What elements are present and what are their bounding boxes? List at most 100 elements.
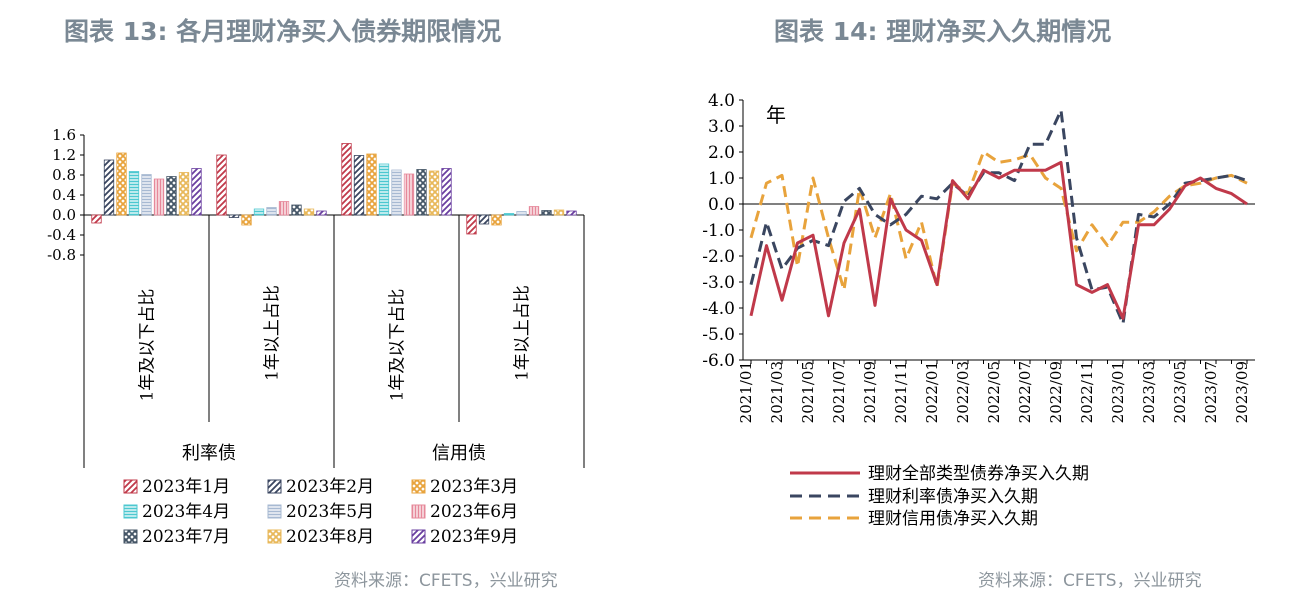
bar — [166, 176, 177, 216]
category-label: 1年以上占比 — [513, 285, 533, 381]
legend-label: 2023年5月 — [286, 502, 374, 522]
bar — [191, 168, 202, 216]
y-tick-label: 3.0 — [708, 117, 735, 137]
bar — [303, 208, 315, 216]
x-tick-label: 2022/05 — [985, 361, 1003, 423]
bar — [278, 201, 290, 216]
x-tick-label: 2021/05 — [799, 361, 817, 423]
y-tick-label: 2.0 — [708, 143, 735, 163]
bar — [128, 171, 140, 216]
y-tick-label: -1.0 — [702, 221, 735, 241]
bar — [441, 168, 452, 216]
y-tick-label: -4.0 — [702, 299, 735, 319]
legend-label: 2023年8月 — [286, 527, 374, 547]
series-line — [749, 150, 1248, 292]
x-tick-label: 2022/11 — [1078, 361, 1096, 423]
bar — [366, 153, 377, 216]
bar — [353, 155, 365, 216]
bar — [553, 209, 565, 216]
legend-label: 2023年6月 — [430, 502, 518, 522]
bar — [528, 206, 540, 216]
bar — [116, 152, 127, 216]
x-tick-label: 2021/11 — [892, 361, 910, 423]
y-tick-label: 0.0 — [52, 206, 76, 224]
bar — [266, 207, 277, 216]
legend-label: 2023年1月 — [142, 477, 230, 497]
legend-label: 2023年3月 — [430, 477, 518, 497]
x-tick-label: 2022/03 — [954, 361, 972, 423]
x-tick-label: 2021/01 — [737, 361, 755, 423]
category-label: 1年及以下占比 — [388, 289, 408, 402]
bar — [491, 214, 502, 226]
x-tick-label: 2022/01 — [923, 361, 941, 423]
left-chart-title: 图表 13: 各月理财净买入债券期限情况 — [64, 17, 502, 46]
bar — [91, 214, 102, 224]
bar — [153, 178, 165, 216]
bar — [428, 170, 440, 216]
legend-swatch — [123, 504, 138, 519]
legend-label: 理财信用债净买入久期 — [868, 509, 1038, 529]
bar — [403, 173, 415, 216]
x-tick-label: 2021/07 — [830, 361, 848, 423]
legend-swatch — [267, 504, 282, 519]
x-tick-label: 2023/03 — [1140, 361, 1158, 423]
category-label: 1年及以下占比 — [138, 289, 158, 402]
bar — [103, 159, 115, 216]
bar — [253, 208, 265, 216]
right-chart-title: 图表 14: 理财净买入久期情况 — [774, 17, 1112, 46]
legend-swatch — [267, 529, 282, 544]
bar — [416, 169, 427, 216]
x-tick-label: 2022/09 — [1047, 361, 1065, 423]
bar — [516, 211, 527, 216]
series-line — [749, 160, 1248, 320]
x-tick-label: 2021/09 — [861, 361, 879, 423]
bar — [291, 204, 302, 216]
bar — [478, 214, 490, 225]
x-tick-label: 2023/07 — [1202, 361, 1220, 423]
bar — [228, 214, 240, 218]
right-source-note: 资料来源：CFETS，兴业研究 — [978, 571, 1202, 591]
bar — [178, 172, 190, 216]
legend-swatch — [267, 479, 282, 494]
bar — [503, 213, 515, 216]
y-tick-label: 1.6 — [52, 126, 76, 144]
x-tick-label: 2021/03 — [768, 361, 786, 423]
bar — [566, 210, 577, 216]
legend-label: 2023年9月 — [430, 527, 518, 547]
y-tick-label: -5.0 — [702, 325, 735, 345]
legend-swatch — [411, 529, 426, 544]
bar — [466, 214, 477, 235]
legend-swatch — [411, 479, 426, 494]
legend-swatch — [123, 479, 138, 494]
legend-label: 理财全部类型债券净买入久期 — [868, 464, 1089, 484]
y-tick-label: 0.8 — [52, 166, 76, 184]
legend-swatch — [411, 504, 426, 519]
legend-label: 2023年7月 — [142, 527, 230, 547]
legend-label: 理财利率债净买入久期 — [868, 487, 1038, 507]
legend-label: 2023年4月 — [142, 502, 230, 522]
unit-label: 年 — [766, 103, 786, 127]
bar — [241, 214, 252, 226]
y-tick-label: -0.4 — [47, 226, 76, 244]
group-label: 利率债 — [182, 443, 236, 464]
left-source-note: 资料来源：CFETS，兴业研究 — [334, 571, 558, 591]
bar — [378, 163, 390, 216]
legend-label: 2023年2月 — [286, 477, 374, 497]
x-tick-label: 2022/07 — [1016, 361, 1034, 423]
bar — [216, 154, 227, 216]
bar — [141, 174, 152, 216]
y-tick-label: 4.0 — [708, 91, 735, 111]
y-tick-label: -2.0 — [702, 247, 735, 267]
legend-swatch — [123, 529, 138, 544]
y-tick-label: -0.8 — [47, 246, 76, 264]
bar — [341, 143, 352, 216]
category-label: 1年以上占比 — [263, 285, 283, 381]
x-tick-label: 2023/01 — [1109, 361, 1127, 423]
y-tick-label: 0.0 — [708, 195, 735, 215]
x-tick-label: 2023/09 — [1233, 361, 1251, 423]
bar — [316, 210, 327, 216]
bar — [391, 169, 402, 216]
y-tick-label: -3.0 — [702, 273, 735, 293]
group-label: 信用债 — [432, 443, 486, 464]
